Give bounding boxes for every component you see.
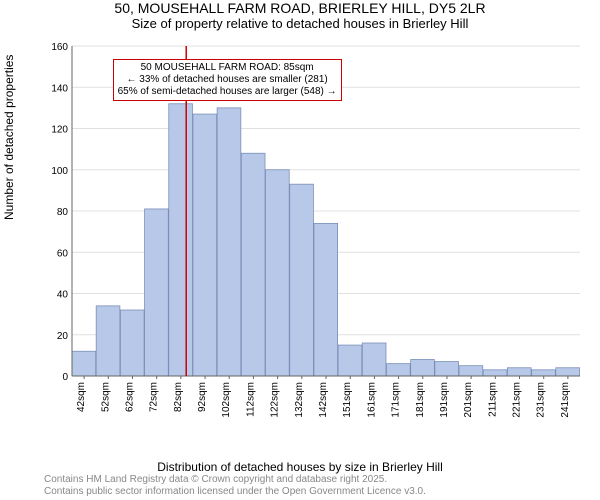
- svg-text:122sqm: 122sqm: [270, 382, 281, 418]
- svg-text:62sqm: 62sqm: [124, 382, 135, 412]
- svg-text:120: 120: [51, 125, 68, 136]
- chart-title: 50, MOUSEHALL FARM ROAD, BRIERLEY HILL, …: [0, 0, 600, 16]
- svg-text:102sqm: 102sqm: [221, 382, 232, 418]
- annotation-line1: 50 MOUSEHALL FARM ROAD: 85sqm: [118, 62, 337, 74]
- svg-text:52sqm: 52sqm: [100, 382, 111, 412]
- svg-text:132sqm: 132sqm: [294, 382, 305, 418]
- svg-text:72sqm: 72sqm: [149, 382, 160, 412]
- svg-text:191sqm: 191sqm: [439, 382, 450, 418]
- svg-text:20: 20: [57, 331, 69, 342]
- svg-text:40: 40: [57, 290, 69, 301]
- y-axis-label: Number of detached properties: [2, 55, 16, 220]
- footer-line1: Contains HM Land Registry data © Crown c…: [44, 474, 426, 486]
- svg-text:231sqm: 231sqm: [536, 382, 547, 418]
- svg-text:0: 0: [62, 372, 68, 383]
- svg-text:171sqm: 171sqm: [391, 382, 402, 418]
- footer: Contains HM Land Registry data © Crown c…: [44, 474, 426, 498]
- svg-text:142sqm: 142sqm: [318, 382, 329, 418]
- svg-text:60: 60: [57, 248, 69, 259]
- svg-text:42sqm: 42sqm: [76, 382, 87, 412]
- svg-text:82sqm: 82sqm: [173, 382, 184, 412]
- footer-line2: Contains public sector information licen…: [44, 486, 426, 498]
- x-axis-label: Distribution of detached houses by size …: [0, 460, 600, 474]
- svg-text:140: 140: [51, 83, 68, 94]
- chart-subtitle: Size of property relative to detached ho…: [0, 16, 600, 31]
- plot-area: 0 20 40 60 80 100 120 140 160 42sqm 52sqm 62sqm 72sq…: [44, 40, 586, 436]
- svg-text:151sqm: 151sqm: [342, 382, 353, 418]
- annotation-line3: 65% of semi-detached houses are larger (…: [118, 86, 337, 98]
- svg-text:112sqm: 112sqm: [245, 382, 256, 417]
- svg-text:160: 160: [51, 42, 68, 53]
- svg-text:221sqm: 221sqm: [512, 382, 523, 418]
- svg-text:201sqm: 201sqm: [463, 382, 474, 418]
- svg-text:161sqm: 161sqm: [366, 382, 377, 418]
- annotation-line2: ← 33% of detached houses are smaller (28…: [118, 74, 337, 86]
- svg-text:211sqm: 211sqm: [487, 382, 498, 417]
- svg-text:181sqm: 181sqm: [415, 382, 426, 418]
- svg-text:92sqm: 92sqm: [197, 382, 208, 412]
- svg-text:100: 100: [51, 166, 68, 177]
- svg-text:80: 80: [57, 207, 69, 218]
- annotation-box: 50 MOUSEHALL FARM ROAD: 85sqm ← 33% of d…: [113, 59, 342, 101]
- chart-container: 50, MOUSEHALL FARM ROAD, BRIERLEY HILL, …: [0, 0, 600, 500]
- svg-text:241sqm: 241sqm: [560, 382, 571, 418]
